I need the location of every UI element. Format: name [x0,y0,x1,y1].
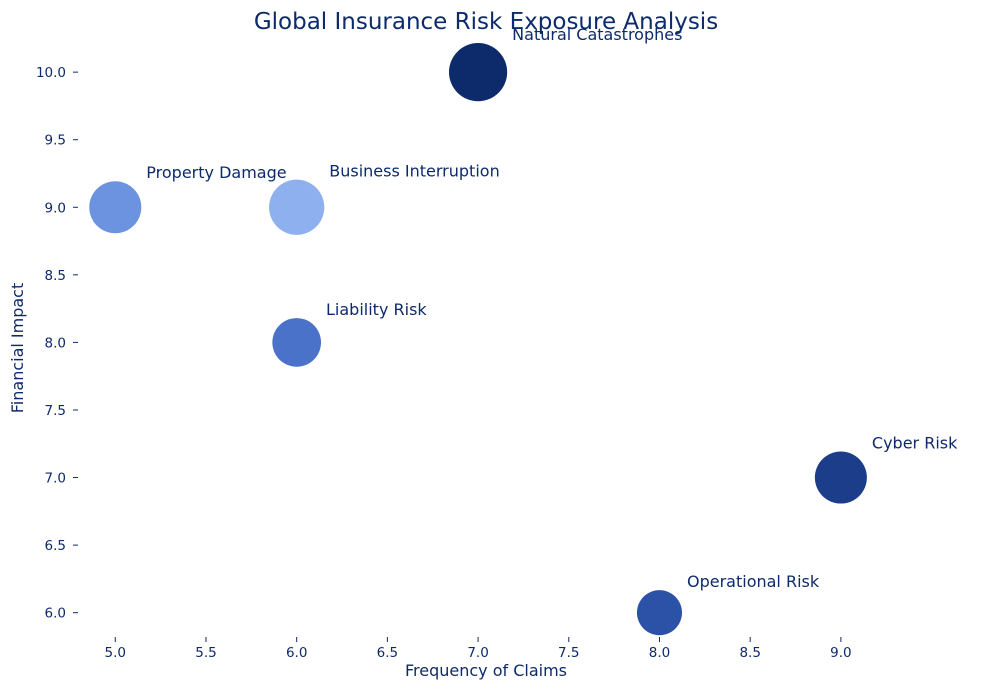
bubble-point [448,43,508,102]
x-tick-label: 6.0 [286,645,307,661]
bubble-label: Property Damage [146,163,286,182]
x-axis-ticks: 5.0 5.5 6.0 6.5 7.0 7.5 8.0 8.5 9.0 [105,637,852,661]
x-axis-label: Frequency of Claims [405,661,567,680]
bubble-point [636,590,683,636]
bubble-labels: Natural Catastrophes Property Damage Busin… [146,25,958,591]
bubble-label: Business Interruption [329,162,499,181]
y-tick-label: 6.0 [45,606,66,622]
y-axis-label: Financial Impact [8,283,27,413]
y-tick-label: 7.5 [45,403,66,419]
bubble-label: Operational Risk [687,572,820,591]
y-tick-label: 7.0 [45,471,66,487]
bubble-label: Cyber Risk [872,434,958,453]
x-tick-label: 9.0 [830,645,851,661]
x-tick-label: 7.0 [467,645,488,661]
bubble-point [89,181,142,234]
y-axis-ticks: 6.0 6.5 7.0 7.5 8.0 8.5 9.0 9.5 10.0 [36,65,78,622]
bubble-label: Natural Catastrophes [512,25,682,44]
y-tick-label: 9.0 [45,200,66,216]
bubble-point [272,318,322,367]
x-tick-label: 8.0 [649,645,670,661]
bubble-label: Liability Risk [326,300,427,319]
y-tick-label: 6.5 [45,538,66,554]
x-tick-label: 5.0 [105,645,126,661]
x-tick-label: 8.5 [739,645,760,661]
y-tick-label: 9.5 [45,133,66,149]
y-tick-label: 8.5 [45,268,66,284]
x-tick-label: 7.5 [558,645,579,661]
chart-title: Global Insurance Risk Exposure Analysis [254,9,718,35]
bubble-series [89,43,867,636]
x-tick-label: 5.5 [195,645,216,661]
bubble-point [814,451,867,504]
bubble-point [269,179,325,235]
x-tick-label: 6.5 [377,645,398,661]
y-tick-label: 8.0 [45,335,66,351]
y-tick-label: 10.0 [36,65,66,81]
